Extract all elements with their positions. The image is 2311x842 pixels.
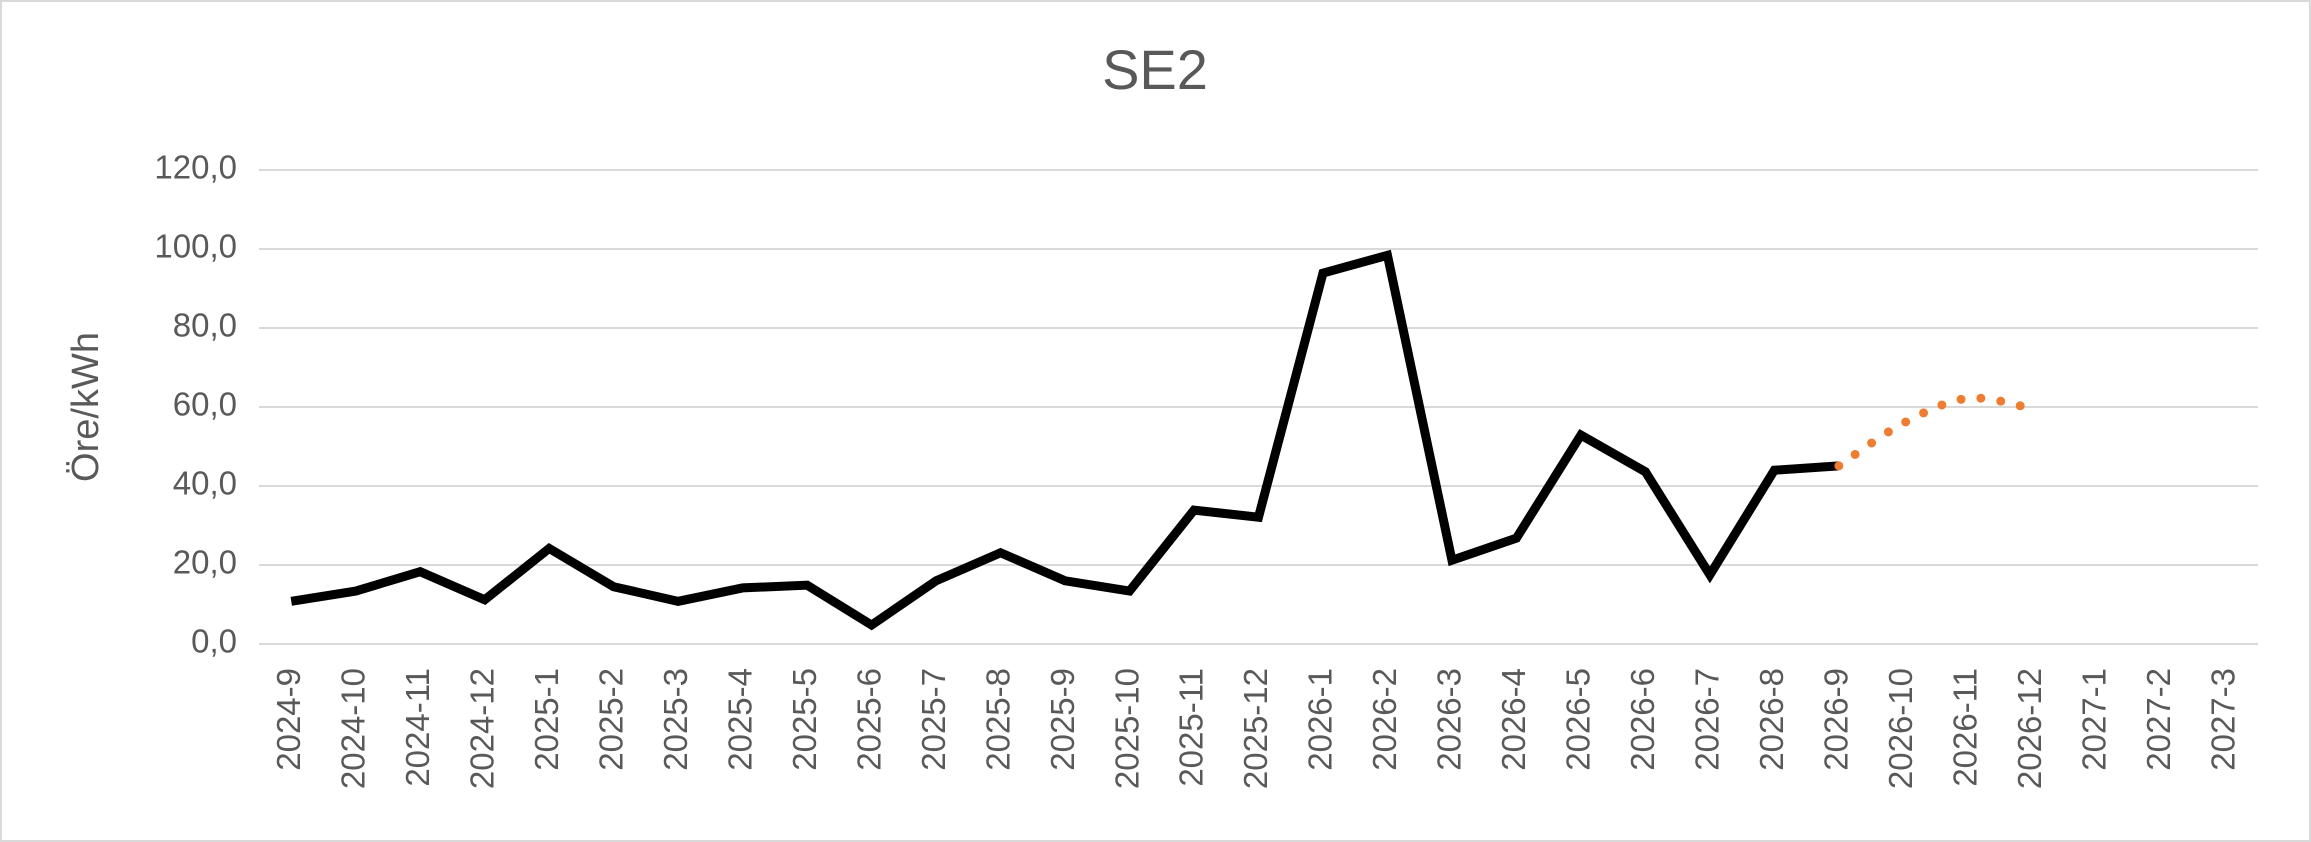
x-tick-label: 2024-9 [270, 668, 307, 771]
x-tick-label: 2026-4 [1495, 668, 1532, 771]
y-tick-label: 0,0 [191, 623, 237, 660]
x-tick-label: 2025-8 [979, 668, 1016, 771]
x-tick-label: 2025-3 [657, 668, 694, 771]
x-tick-label: 2025-6 [850, 668, 887, 771]
y-tick-label: 60,0 [173, 386, 237, 423]
x-tick-label: 2025-10 [1108, 668, 1145, 789]
x-tick-label: 2026-10 [1882, 668, 1919, 789]
x-tick-label: 2025-7 [915, 668, 952, 771]
x-tick-label: 2026-12 [2011, 668, 2048, 789]
line-series [290, 249, 1840, 631]
x-tick-label: 2025-9 [1044, 668, 1081, 771]
x-tick-label: 2026-1 [1302, 668, 1339, 771]
chart-title: SE2 [1102, 38, 1208, 101]
line-series [1834, 393, 2037, 471]
x-tick-label: 2026-3 [1431, 668, 1468, 771]
x-tick-label: 2026-8 [1753, 668, 1790, 771]
x-tick-label: 2027-2 [2140, 668, 2177, 771]
y-tick-label: 80,0 [173, 307, 237, 344]
x-tick-label: 2027-3 [2204, 668, 2241, 771]
x-tick-label: 2024-11 [399, 668, 436, 787]
y-tick-label: 100,0 [154, 228, 237, 265]
y-tick-label: 120,0 [154, 149, 237, 186]
x-tick-label: 2025-5 [786, 668, 823, 771]
x-tick-label: 2024-12 [463, 668, 500, 789]
x-tick-label: 2025-12 [1237, 668, 1274, 789]
y-tick-label: 40,0 [173, 465, 237, 502]
x-tick-label: 2025-1 [528, 668, 565, 771]
x-tick-label: 2024-10 [334, 668, 371, 789]
y-axis-label: Öre/kWh [65, 332, 107, 482]
x-tick-label: 2026-7 [1689, 668, 1726, 771]
x-tick-label: 2025-4 [721, 668, 758, 771]
x-tick-label: 2026-5 [1560, 668, 1597, 771]
x-tick-label: 2026-2 [1366, 668, 1403, 771]
x-tick-label: 2025-2 [592, 668, 629, 771]
x-tick-label: 2025-11 [1173, 668, 1210, 787]
x-tick-label: 2026-6 [1624, 668, 1661, 771]
x-tick-label: 2027-1 [2076, 668, 2113, 771]
x-tick-label: 2026-9 [1818, 668, 1855, 771]
y-tick-label: 20,0 [173, 544, 237, 581]
x-tick-label: 2026-11 [1947, 668, 1984, 787]
